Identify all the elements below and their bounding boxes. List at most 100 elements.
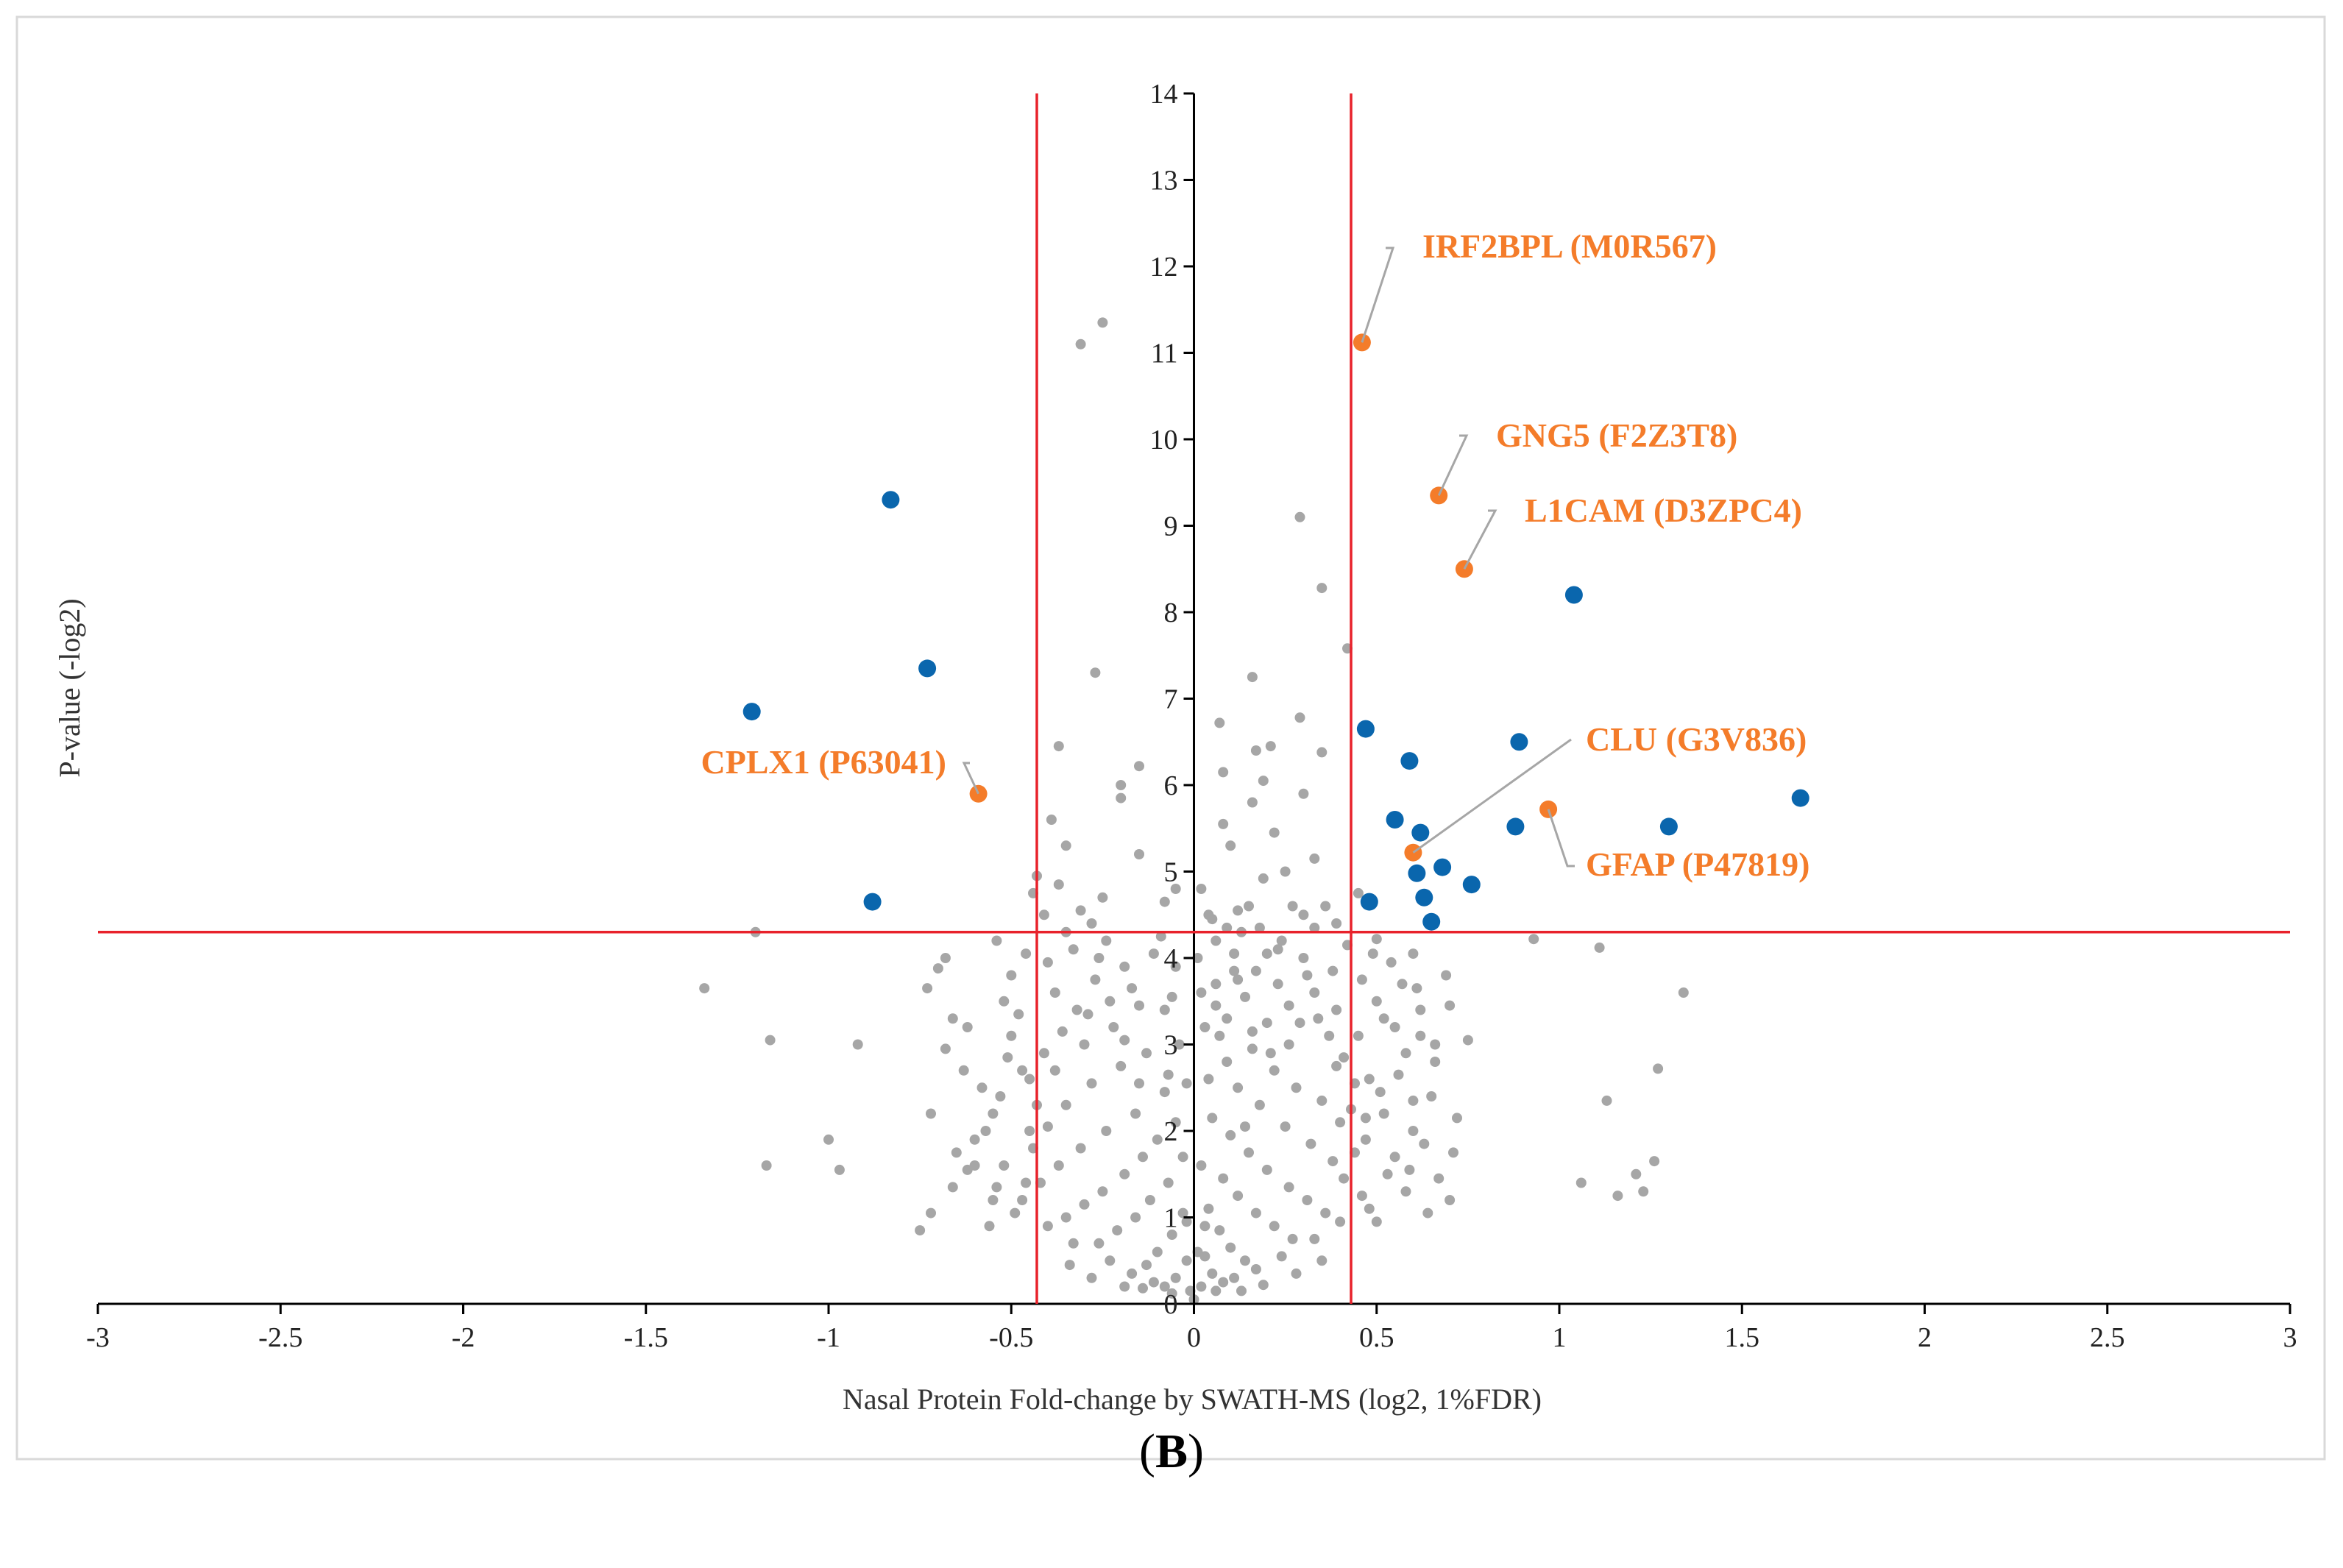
non_significant-point — [1181, 1078, 1192, 1089]
non_significant-point — [1258, 873, 1269, 884]
non_significant-point — [1631, 1168, 1642, 1179]
non_significant-point — [1196, 884, 1207, 894]
non_significant-point — [1356, 1191, 1367, 1202]
non_significant-point — [1196, 987, 1207, 998]
non_significant-point — [1211, 1285, 1222, 1296]
non_significant-point — [1316, 583, 1328, 594]
y-axis-title: P-value (-log2) — [53, 598, 86, 777]
non_significant-point — [1199, 1022, 1211, 1032]
x-tick-label: 1 — [1553, 1322, 1567, 1353]
non_significant-point — [1233, 974, 1244, 985]
annotation-leader-line — [1437, 434, 1469, 497]
non_significant-point — [761, 1160, 772, 1171]
non_significant-point — [1422, 1207, 1433, 1218]
non_significant-point — [1408, 1126, 1419, 1136]
annotation-label: GNG5 (F2Z3T8) — [1496, 416, 1737, 454]
non_significant-point — [1298, 909, 1309, 920]
non_significant-point — [1371, 996, 1382, 1007]
non_significant-point — [1222, 922, 1233, 933]
non_significant-point — [1141, 1260, 1152, 1271]
non_significant-point — [1247, 1043, 1258, 1054]
non_significant-point — [1006, 1030, 1017, 1041]
non_significant-point — [1415, 1004, 1426, 1015]
non_significant-point — [1093, 1238, 1105, 1249]
y-tick-label: 12 — [1150, 252, 1178, 283]
non_significant-point — [1397, 979, 1408, 990]
non_significant-point — [1430, 1039, 1441, 1050]
non_significant-point — [962, 1022, 973, 1032]
non_significant-point — [1159, 896, 1170, 907]
non_significant-point — [1331, 918, 1342, 929]
non_significant-point — [1021, 948, 1032, 959]
non_significant-point — [1302, 1195, 1313, 1205]
non_significant-point — [1375, 1087, 1386, 1098]
non_significant-point — [765, 1035, 776, 1046]
panel-label-letter: B — [1155, 1425, 1188, 1478]
non_significant-point — [1305, 1138, 1316, 1149]
annotation-leader-line — [1412, 738, 1572, 854]
non_significant-point — [1378, 1108, 1389, 1119]
non_significant-point — [1144, 1195, 1155, 1205]
non_significant-point — [1024, 1074, 1035, 1085]
annotation-leader-line — [1463, 509, 1497, 570]
significant-point — [1411, 823, 1430, 842]
non_significant-point — [1400, 1048, 1411, 1059]
non_significant-point — [1199, 1221, 1211, 1232]
non_significant-point — [1013, 1009, 1024, 1020]
non_significant-point — [1448, 1147, 1458, 1158]
non_significant-point — [1364, 1203, 1375, 1214]
non_significant-point — [1638, 1186, 1649, 1197]
non_significant-point — [1017, 1065, 1028, 1076]
non_significant-point — [1316, 1095, 1328, 1106]
non_significant-point — [1298, 953, 1309, 963]
non_significant-point — [1203, 1203, 1214, 1214]
non_significant-point — [1324, 1030, 1335, 1041]
non_significant-point — [1331, 1004, 1342, 1015]
non_significant-point — [1371, 1216, 1382, 1227]
non_significant-point — [1653, 1063, 1664, 1074]
non_significant-point — [1331, 1060, 1342, 1071]
non_significant-point — [969, 1160, 980, 1171]
annotation-leader-line — [962, 762, 979, 795]
non_significant-point — [1090, 974, 1101, 985]
non_significant-point — [1218, 1173, 1229, 1184]
x-tick-label: -2 — [452, 1322, 475, 1353]
non_significant-point — [1225, 1242, 1236, 1253]
x-tick-label: -1 — [817, 1322, 840, 1353]
non_significant-point — [1071, 1004, 1082, 1015]
x-axis-title: Nasal Protein Fold-change by SWATH-MS (l… — [843, 1383, 1542, 1416]
non_significant-point — [1335, 1117, 1346, 1128]
significant-point — [1659, 817, 1678, 836]
non_significant-point — [1269, 827, 1280, 838]
non_significant-point — [1261, 1164, 1272, 1175]
non_significant-point — [1276, 935, 1287, 946]
non_significant-point — [1445, 1195, 1456, 1205]
x-tick-label: 0 — [1187, 1322, 1201, 1353]
non_significant-point — [1170, 1117, 1181, 1128]
non_significant-point — [1148, 948, 1159, 959]
x-tick-label: 1.5 — [1725, 1322, 1760, 1353]
significant-point — [863, 893, 882, 911]
non_significant-point — [1155, 931, 1166, 942]
non_significant-point — [1134, 1000, 1144, 1011]
significant-point — [1408, 864, 1426, 882]
non_significant-point — [915, 1225, 926, 1236]
non_significant-point — [976, 1082, 988, 1093]
non_significant-point — [1353, 887, 1364, 898]
annotations: IRF2BPL (M0R567) GNG5 (F2Z3T8) L1CAM (D3ZP… — [701, 227, 1810, 883]
non_significant-point — [1134, 1078, 1144, 1089]
significant-point — [1400, 752, 1419, 770]
non_significant-point — [984, 1221, 995, 1232]
non_significant-point — [1010, 1207, 1021, 1218]
chart-frame — [15, 15, 2326, 1461]
non_significant-point — [1134, 849, 1144, 859]
non_significant-point — [1002, 1052, 1013, 1063]
non_significant-point — [1105, 996, 1116, 1007]
non_significant-point — [1364, 1074, 1375, 1085]
non_significant-point — [1272, 979, 1283, 990]
non_significant-point — [1222, 1057, 1233, 1067]
y-tick-label: 10 — [1150, 425, 1178, 455]
non_significant-point — [1254, 922, 1265, 933]
non_significant-point — [1141, 1048, 1152, 1059]
annotation-leader-line — [1361, 246, 1395, 343]
